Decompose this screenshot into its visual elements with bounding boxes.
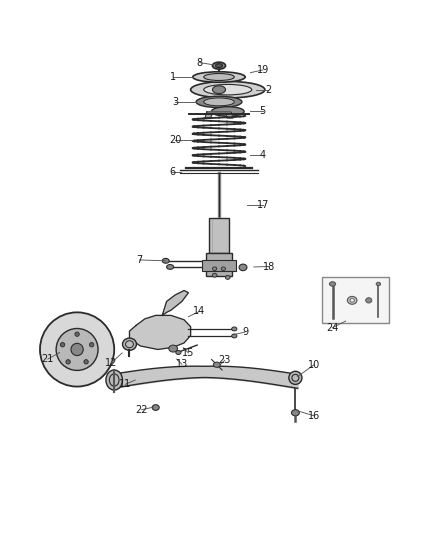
Ellipse shape (213, 362, 220, 367)
Text: 14: 14 (193, 306, 205, 317)
Ellipse shape (84, 360, 88, 364)
Bar (209, 217, 229, 253)
Text: 10: 10 (308, 360, 320, 370)
Ellipse shape (126, 341, 134, 348)
Polygon shape (205, 112, 233, 118)
Ellipse shape (196, 96, 242, 108)
Ellipse shape (329, 282, 336, 286)
Text: 3: 3 (172, 97, 178, 107)
Ellipse shape (221, 267, 226, 270)
Ellipse shape (376, 282, 381, 286)
Ellipse shape (176, 351, 181, 354)
Ellipse shape (212, 107, 244, 116)
Text: 12: 12 (105, 358, 117, 368)
Text: 18: 18 (263, 262, 276, 271)
Bar (321, 277, 389, 323)
Ellipse shape (204, 74, 234, 80)
Ellipse shape (191, 82, 265, 98)
Ellipse shape (232, 334, 237, 338)
Ellipse shape (56, 328, 98, 370)
Text: 13: 13 (176, 359, 188, 369)
Ellipse shape (204, 98, 234, 106)
Text: 20: 20 (169, 135, 181, 145)
Ellipse shape (292, 374, 299, 381)
Ellipse shape (89, 343, 94, 347)
Text: 24: 24 (326, 322, 339, 333)
Text: 11: 11 (119, 379, 131, 390)
Ellipse shape (212, 62, 226, 69)
Bar (202, 260, 236, 271)
Text: 19: 19 (257, 65, 269, 75)
Ellipse shape (215, 64, 223, 68)
Text: 9: 9 (242, 327, 248, 337)
Bar (206, 253, 232, 276)
Ellipse shape (110, 374, 119, 386)
Ellipse shape (106, 370, 123, 390)
Text: 17: 17 (257, 200, 269, 211)
Text: 21: 21 (42, 354, 54, 364)
Ellipse shape (212, 267, 217, 270)
Polygon shape (130, 316, 191, 350)
Text: 6: 6 (169, 167, 175, 177)
Ellipse shape (166, 264, 173, 269)
Text: 4: 4 (260, 150, 266, 160)
Ellipse shape (60, 343, 65, 347)
Text: 16: 16 (308, 411, 320, 421)
Ellipse shape (225, 276, 230, 279)
Text: 1: 1 (170, 72, 176, 82)
Text: 8: 8 (197, 58, 203, 68)
Ellipse shape (366, 298, 372, 303)
Ellipse shape (347, 296, 357, 304)
Text: 7: 7 (136, 255, 143, 265)
Ellipse shape (291, 410, 299, 416)
Text: 5: 5 (260, 106, 266, 116)
Ellipse shape (71, 343, 83, 356)
Polygon shape (162, 290, 188, 316)
Text: 23: 23 (219, 356, 231, 365)
Ellipse shape (66, 360, 71, 364)
Text: 2: 2 (265, 85, 271, 95)
Ellipse shape (212, 273, 217, 277)
Ellipse shape (239, 264, 247, 271)
Ellipse shape (212, 86, 226, 94)
Ellipse shape (123, 338, 137, 350)
Ellipse shape (40, 312, 114, 386)
Ellipse shape (350, 298, 354, 302)
Ellipse shape (289, 372, 302, 384)
Ellipse shape (204, 84, 252, 95)
Ellipse shape (169, 345, 177, 352)
Text: 22: 22 (135, 405, 148, 415)
Ellipse shape (75, 332, 79, 336)
Ellipse shape (152, 405, 159, 410)
Text: 15: 15 (182, 348, 194, 358)
Ellipse shape (232, 327, 237, 331)
Ellipse shape (162, 259, 169, 263)
Ellipse shape (193, 72, 245, 82)
